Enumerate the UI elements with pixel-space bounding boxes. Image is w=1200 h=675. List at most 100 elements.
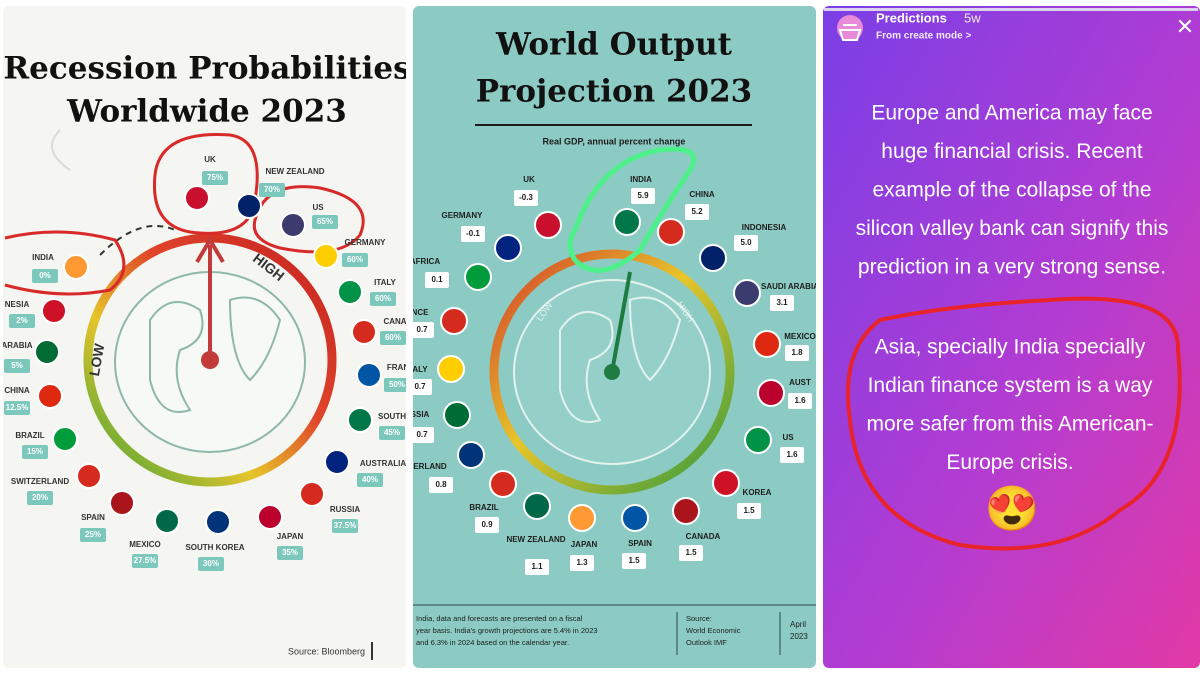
- value-badge: [4, 401, 30, 415]
- country-name: UK: [523, 175, 535, 184]
- story-text: example of the collapse of the: [872, 179, 1151, 202]
- story-text: Asia, specially India specially: [875, 336, 1146, 359]
- value-badge: [737, 503, 761, 519]
- country-value: 0.8: [435, 480, 447, 489]
- country-name: US: [312, 203, 324, 212]
- country-name: JAPAN: [571, 540, 598, 549]
- value-badge: [785, 345, 809, 361]
- story-text: Indian finance system is a way: [868, 374, 1153, 397]
- country-value: 0.7: [416, 430, 428, 439]
- flag: [299, 481, 325, 507]
- country-name: KOREA: [743, 488, 772, 497]
- right-panel: Predictions 5w From create mode > ✕ Europe a…: [823, 6, 1200, 668]
- country-value: 15%: [27, 447, 43, 456]
- value-badge: [429, 477, 453, 493]
- title: World Output: [495, 27, 733, 63]
- flag: [109, 490, 135, 516]
- date: April: [790, 620, 806, 629]
- value-badge: [22, 445, 48, 459]
- flag: [744, 426, 772, 454]
- emoji: 😍: [985, 485, 1040, 534]
- country-value: 5.2: [691, 207, 703, 216]
- country-value: 1.5: [628, 556, 640, 565]
- country-name: ERLAND: [413, 462, 447, 471]
- country-name: SWITZERLAND: [11, 477, 69, 486]
- value-badge: [425, 272, 449, 288]
- country-value: 60%: [385, 333, 401, 342]
- value-badge: [461, 226, 485, 242]
- flag: [280, 212, 306, 238]
- value-badge: [357, 473, 383, 487]
- value-badge: [631, 188, 655, 204]
- title: Worldwide 2023: [66, 94, 347, 130]
- flag: [757, 379, 785, 407]
- value-badge: [259, 183, 285, 197]
- flag: [494, 234, 522, 262]
- country-value: 25%: [85, 530, 101, 539]
- flag: [613, 208, 641, 236]
- flag: [733, 279, 761, 307]
- country-name: MEXICO: [129, 540, 161, 549]
- country-value: 60%: [375, 294, 391, 303]
- flag: [356, 362, 382, 388]
- flag: [52, 426, 78, 452]
- footnote: and 6.3% in 2024 based on the calendar y…: [416, 638, 569, 647]
- value-badge: [202, 171, 228, 185]
- country-name: CHINA: [4, 386, 30, 395]
- flag: [324, 449, 350, 475]
- value-badge: [780, 447, 804, 463]
- flag: [489, 470, 517, 498]
- story-text: more safer from this American-: [866, 413, 1153, 436]
- country-value: -0.1: [466, 229, 480, 238]
- value-badge: [198, 557, 224, 571]
- country-value: 5%: [11, 361, 23, 370]
- country-value: -0.3: [519, 193, 533, 202]
- country-value: 1.5: [685, 548, 697, 557]
- country-name: SPAIN: [81, 513, 105, 522]
- flag: [257, 504, 283, 530]
- country-name: ITALY: [374, 278, 396, 287]
- value-badge: [679, 545, 703, 561]
- value-badge: [332, 519, 358, 533]
- value-badge: [514, 190, 538, 206]
- value-badge: [622, 553, 646, 569]
- country-name: UK: [204, 155, 216, 164]
- flag: [337, 279, 363, 305]
- value-badge: [32, 269, 58, 283]
- flag: [154, 508, 180, 534]
- country-name: ARABIA: [1, 341, 32, 350]
- value-badge: [685, 204, 709, 220]
- country-value: 0.9: [481, 520, 493, 529]
- flag: [236, 193, 262, 219]
- flag: [672, 497, 700, 525]
- country-name: BRAZIL: [15, 431, 44, 440]
- value-badge: [370, 292, 396, 306]
- value-badge: [27, 491, 53, 505]
- value-badge: [475, 517, 499, 533]
- flag: [657, 218, 685, 246]
- value-badge: [342, 253, 368, 267]
- value-badge: [132, 554, 158, 568]
- flag: [457, 441, 485, 469]
- flag: [534, 211, 562, 239]
- country-name: AUSTRALIA: [360, 459, 406, 468]
- country-value: 1.3: [576, 558, 588, 567]
- close-button[interactable]: ✕: [1176, 14, 1194, 39]
- country-value: 60%: [347, 255, 363, 264]
- flag: [347, 407, 373, 433]
- flag: [37, 383, 63, 409]
- source: Outlook IMF: [686, 638, 727, 647]
- country-value: 37.5%: [334, 521, 357, 530]
- value-badge: [312, 215, 338, 229]
- country-value: 0.1: [431, 275, 443, 284]
- value-badge: [4, 359, 30, 373]
- value-badge: [9, 314, 35, 328]
- flag: [699, 244, 727, 272]
- title: Recession Probabilities: [3, 51, 410, 87]
- country-value: 45%: [384, 428, 400, 437]
- flag: [76, 463, 102, 489]
- date: 2023: [790, 632, 808, 641]
- country-value: 35%: [282, 548, 298, 557]
- country-value: 1.8: [791, 348, 803, 357]
- post-mode: From create mode >: [876, 31, 971, 42]
